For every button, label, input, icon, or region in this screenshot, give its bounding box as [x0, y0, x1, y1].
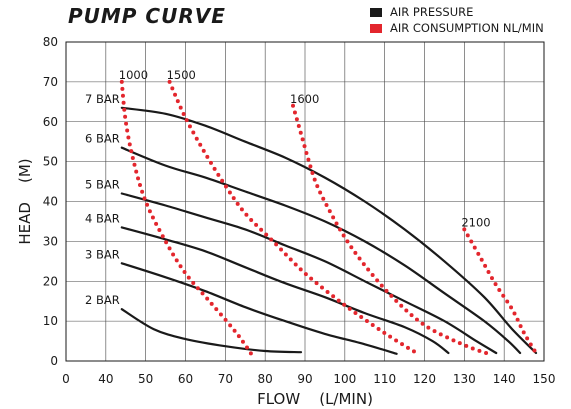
consumption-curve-1600: [291, 103, 495, 357]
consumption-label-1000: 1000: [119, 68, 148, 82]
y-tick-label: 20: [43, 274, 58, 288]
chart-title: PUMP CURVE: [68, 4, 226, 28]
legend-label-air-pressure: AIR PRESSURE: [390, 5, 474, 19]
x-tick-label: 140: [493, 372, 516, 386]
consumption-label-1500: 1500: [167, 68, 196, 82]
pressure-curve-5-bar: [120, 192, 498, 355]
y-tick-label: 70: [43, 75, 58, 89]
legend-swatch-air-consumption: [370, 23, 382, 33]
pressure-curve-7-bar: [120, 106, 538, 355]
x-axis-label: FLOW (L/MIN): [257, 390, 373, 408]
pressure-label-2-bar: 2 BAR: [85, 293, 120, 307]
x-tick-label: 80: [258, 372, 273, 386]
chart-legend: AIR PRESSURE AIR CONSUMPTION NL/MIN: [370, 4, 544, 36]
pressure-label-5-bar: 5 BAR: [85, 178, 120, 192]
x-tick-labels: 0 40 50 60 70 80 90 100 110 120 130 140 150: [62, 372, 555, 386]
pressure-curve-2-bar: [120, 308, 303, 354]
x-tick-label: 130: [453, 372, 476, 386]
x-tick-label: 40: [98, 372, 113, 386]
pressure-curve-4-bar: [120, 226, 450, 355]
consumption-curve-2100: [462, 227, 538, 355]
x-tick-label: 90: [297, 372, 312, 386]
y-tick-labels: 0 10 20 30 40 50 60 70 80: [43, 35, 58, 368]
x-tick-label: 150: [533, 372, 556, 386]
consumption-curve-1000: [119, 79, 256, 359]
x-tick-label: 120: [413, 372, 436, 386]
series-labels: 2 BAR 3 BAR 4 BAR 5 BAR 6 BAR 7 BAR 1000 1500 16…: [85, 68, 491, 307]
pressure-label-3-bar: 3 BAR: [85, 247, 120, 261]
y-tick-label: 40: [43, 195, 58, 209]
consumption-curves: [119, 79, 538, 359]
y-tick-label: 30: [43, 234, 58, 248]
legend-item-air-pressure: AIR PRESSURE: [370, 4, 544, 20]
y-tick-label: 50: [43, 155, 58, 169]
y-axis-label: HEAD (M): [16, 158, 34, 244]
legend-label-air-consumption: AIR CONSUMPTION NL/MIN: [390, 21, 544, 35]
y-tick-label: 0: [50, 354, 58, 368]
y-tick-label: 80: [43, 35, 58, 49]
pressure-curves: [120, 106, 538, 355]
plot-frame: [65, 41, 545, 362]
x-tick-label: 0: [62, 372, 70, 386]
consumption-label-2100: 2100: [461, 215, 490, 229]
x-tick-label: 50: [138, 372, 153, 386]
legend-swatch-air-pressure: [370, 7, 382, 17]
x-tick-label: 100: [333, 372, 356, 386]
pressure-curve-3-bar: [120, 262, 398, 355]
y-tick-label: 10: [43, 314, 58, 328]
x-tick-label: 60: [178, 372, 193, 386]
pressure-label-7-bar: 7 BAR: [85, 92, 120, 106]
y-tick-label: 60: [43, 115, 58, 129]
x-tick-label: 70: [218, 372, 233, 386]
legend-item-air-consumption: AIR CONSUMPTION NL/MIN: [370, 20, 544, 36]
consumption-label-1600: 1600: [290, 92, 319, 106]
pressure-label-4-bar: 4 BAR: [85, 211, 120, 225]
x-tick-label: 110: [373, 372, 396, 386]
pressure-curve-6-bar: [120, 146, 522, 355]
pressure-label-6-bar: 6 BAR: [85, 132, 120, 146]
